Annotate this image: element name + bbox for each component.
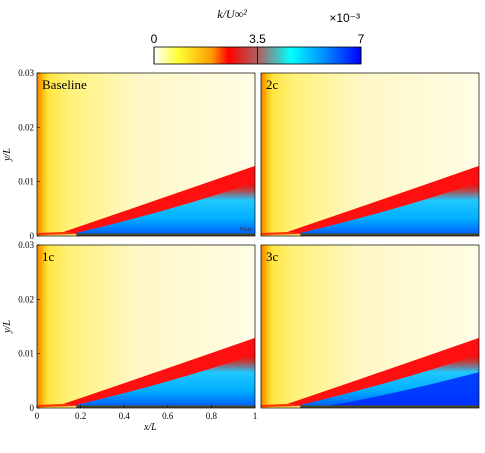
y-axis-label: y/L bbox=[2, 320, 13, 334]
y-tick-label: 0 bbox=[30, 403, 35, 413]
x-tick-label: 0 bbox=[35, 411, 40, 421]
leading-edge-layer bbox=[37, 232, 81, 235]
y-tick-label: 0.01 bbox=[18, 349, 34, 359]
y-tick-label: 0.03 bbox=[18, 68, 34, 78]
panel-label: Baseline bbox=[42, 77, 87, 92]
x-tick-label: 0.4 bbox=[119, 411, 131, 421]
colorbar-ticks: 0 3.5 7 bbox=[151, 32, 365, 64]
panel-1c: 1c 0 0.01 0.02 0.03 y/L 0 0.2 0.4 0.6 0.8 1 x/L bbox=[2, 240, 257, 433]
y-tick-label: 0.03 bbox=[18, 240, 34, 250]
heatmap-field bbox=[261, 245, 479, 408]
turbulent-core bbox=[76, 354, 255, 406]
heatmap-field bbox=[37, 73, 255, 236]
panel-frame bbox=[260, 244, 480, 409]
plate bbox=[300, 405, 479, 408]
leading-edge-layer bbox=[37, 404, 81, 407]
panel-label: 3c bbox=[266, 249, 279, 264]
colorbar: k/U∞² ×10⁻³ 0 3.5 7 bbox=[151, 7, 365, 65]
panel-frame bbox=[36, 72, 256, 237]
plate bbox=[76, 233, 255, 236]
y-tick-label: 0 bbox=[30, 231, 35, 241]
colorbar-tick-label: 3.5 bbox=[249, 32, 266, 46]
plate bbox=[300, 233, 479, 236]
heatmap-field bbox=[37, 245, 255, 408]
colorbar-title: k/U∞² bbox=[217, 7, 247, 21]
panel-frame bbox=[260, 72, 480, 237]
colorbar-multiplier: ×10⁻³ bbox=[329, 11, 360, 25]
colorbar-tick-label: 7 bbox=[358, 32, 365, 46]
turbulent-core bbox=[76, 182, 255, 234]
heatmap-field bbox=[261, 73, 479, 236]
x-tick-label: 0.8 bbox=[206, 411, 218, 421]
y-tick-label: 0.01 bbox=[18, 177, 34, 187]
y-tick-label: 0.02 bbox=[18, 294, 34, 304]
panel-label: 2c bbox=[266, 77, 279, 92]
leading-edge-layer bbox=[261, 404, 305, 407]
x-tick-label: 0.2 bbox=[75, 411, 86, 421]
x-tick-label: 1 bbox=[253, 411, 258, 421]
y-tick-label: 0.02 bbox=[18, 122, 34, 132]
panel-3c: 3c bbox=[260, 244, 480, 409]
panel-baseline: Baseline Plate 0 0.01 0.02 0.03 y/L bbox=[2, 68, 256, 241]
panel-2c: 2c bbox=[260, 72, 480, 237]
x-axis-label: x/L bbox=[143, 422, 157, 433]
high-k-region bbox=[326, 372, 479, 406]
panel-label: 1c bbox=[42, 249, 55, 264]
leading-edge-layer bbox=[261, 232, 305, 235]
y-axis-label: y/L bbox=[2, 148, 13, 162]
turbulent-core bbox=[300, 182, 479, 234]
plate bbox=[76, 405, 255, 408]
x-tick-label: 0.6 bbox=[162, 411, 174, 421]
panel-frame bbox=[36, 244, 256, 409]
colorbar-tick-label: 0 bbox=[151, 32, 158, 46]
plate-annotation: Plate bbox=[240, 227, 252, 233]
panels: Baseline Plate 0 0.01 0.02 0.03 y/L 2c 1c 0 0.01 0.… bbox=[2, 68, 480, 433]
